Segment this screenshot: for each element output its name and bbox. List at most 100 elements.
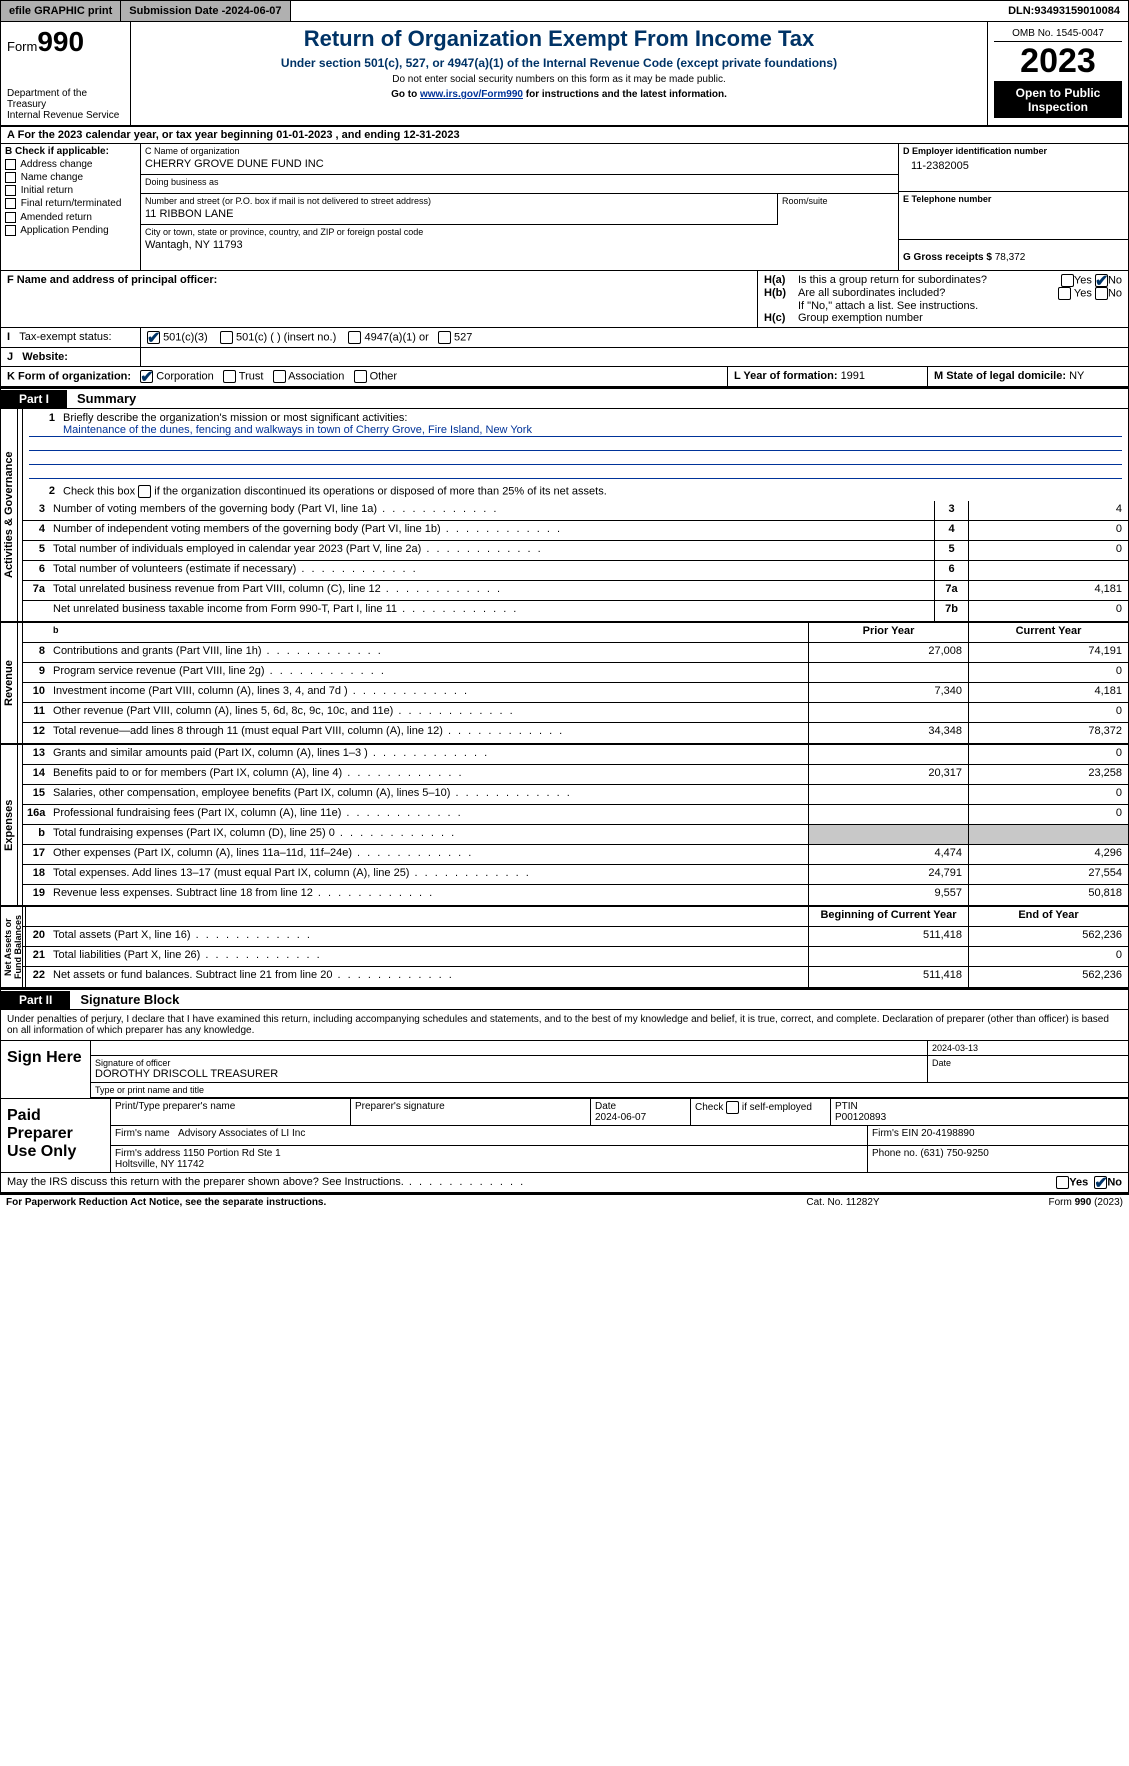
vlabel-gov: Activities & Governance xyxy=(1,409,18,621)
phone xyxy=(903,204,1124,208)
vlabel-rev: Revenue xyxy=(1,623,18,743)
form-title: Return of Organization Exempt From Incom… xyxy=(137,26,981,52)
city-label: City or town, state or province, country… xyxy=(145,227,894,237)
row-I: I Tax-exempt status: 501(c)(3) 501(c) ( … xyxy=(0,328,1129,348)
mission-label: Briefly describe the organization's miss… xyxy=(55,412,1122,424)
room-label: Room/suite xyxy=(782,196,894,206)
line2: Check this box if the organization disco… xyxy=(55,485,1122,498)
net-header: Beginning of Current Year End of Year xyxy=(23,907,1128,927)
col-B: B Check if applicable: Address change Na… xyxy=(1,144,141,270)
omb-number: OMB No. 1545-0047 xyxy=(994,26,1122,42)
goto-link: Go to www.irs.gov/Form990 for instructio… xyxy=(137,89,981,100)
Ha-yes[interactable] xyxy=(1061,274,1074,287)
line-A: A For the 2023 calendar year, or tax yea… xyxy=(0,127,1129,144)
form-header: Form990 Department of the Treasury Inter… xyxy=(0,22,1129,127)
L-year: L Year of formation: 1991 xyxy=(728,367,928,386)
Hb-note: If "No," attach a list. See instructions… xyxy=(764,300,1122,312)
checkbox[interactable] xyxy=(5,212,16,223)
footer-right: Form 990 (2023) xyxy=(943,1197,1123,1208)
checkbox[interactable] xyxy=(5,172,16,183)
summary-row: 16aProfessional fundraising fees (Part I… xyxy=(23,805,1128,825)
I-527[interactable] xyxy=(438,331,451,344)
summary-row: 18Total expenses. Add lines 13–17 (must … xyxy=(23,865,1128,885)
form-number: Form990 xyxy=(7,26,124,58)
K-other[interactable] xyxy=(354,370,367,383)
Ha-no[interactable] xyxy=(1095,274,1108,287)
Hc-text: Group exemption number xyxy=(798,312,923,324)
ein-label: D Employer identification number xyxy=(903,146,1124,156)
vlabel-net: Net Assets or Fund Balances xyxy=(1,907,26,987)
Ha-text: Is this a group return for subordinates? xyxy=(798,274,1061,287)
K-corp[interactable] xyxy=(140,370,153,383)
prep-name-label: Print/Type preparer's name xyxy=(115,1101,346,1112)
ssn-warning: Do not enter social security numbers on … xyxy=(137,74,981,85)
self-emp-checkbox[interactable] xyxy=(726,1101,739,1114)
summary-row: 11Other revenue (Part VIII, column (A), … xyxy=(23,703,1128,723)
row-FH: F Name and address of principal officer:… xyxy=(0,271,1129,328)
I-501c[interactable] xyxy=(220,331,233,344)
part2-label: Part II xyxy=(1,991,70,1009)
Hb-no[interactable] xyxy=(1095,287,1108,300)
summary-rev: Revenue b Prior Year Current Year 8Contr… xyxy=(0,623,1129,745)
discuss-row: May the IRS discuss this return with the… xyxy=(0,1173,1129,1194)
footer-left: For Paperwork Reduction Act Notice, see … xyxy=(6,1197,743,1208)
summary-row: 8Contributions and grants (Part VIII, li… xyxy=(23,643,1128,663)
summary-row: 17Other expenses (Part IX, column (A), l… xyxy=(23,845,1128,865)
discuss-yes[interactable] xyxy=(1056,1176,1069,1189)
summary-row: 15Salaries, other compensation, employee… xyxy=(23,785,1128,805)
summary-row: 12Total revenue—add lines 8 through 11 (… xyxy=(23,723,1128,743)
checkbox[interactable] xyxy=(5,198,16,209)
I-501c3[interactable] xyxy=(147,331,160,344)
org-name-label: C Name of organization xyxy=(145,146,894,156)
summary-row: 6Total number of volunteers (estimate if… xyxy=(23,561,1128,581)
street: 11 RIBBON LANE xyxy=(145,206,773,222)
K-trust[interactable] xyxy=(223,370,236,383)
K-assoc[interactable] xyxy=(273,370,286,383)
line2-checkbox[interactable] xyxy=(138,485,151,498)
topbar: efile GRAPHIC print Submission Date - 20… xyxy=(0,0,1129,22)
summary-row: 22Net assets or fund balances. Subtract … xyxy=(23,967,1128,987)
checkbox[interactable] xyxy=(5,225,16,236)
part1-header: Part I Summary xyxy=(0,388,1129,409)
summary-exp: Expenses 13Grants and similar amounts pa… xyxy=(0,745,1129,907)
sign-here: Sign Here xyxy=(1,1041,91,1098)
checkbox[interactable] xyxy=(5,185,16,196)
sig-officer: DOROTHY DRISCOLL TREASURER xyxy=(95,1068,923,1080)
sig-date-label: Date xyxy=(928,1056,1128,1082)
paid-preparer: Paid Preparer Use Only Print/Type prepar… xyxy=(0,1099,1129,1173)
B-item: Application Pending xyxy=(5,225,136,236)
tax-year: 2023 xyxy=(994,42,1122,82)
self-employed: Check if self-employed xyxy=(691,1099,831,1125)
col-DEG: D Employer identification number 11-2382… xyxy=(898,144,1128,270)
summary-row: bTotal fundraising expenses (Part IX, co… xyxy=(23,825,1128,845)
form-subtitle: Under section 501(c), 527, or 4947(a)(1)… xyxy=(137,56,981,70)
room xyxy=(782,206,894,210)
row-J: J Website: xyxy=(0,348,1129,367)
firm-ein: 20-4198890 xyxy=(921,1128,974,1139)
footer: For Paperwork Reduction Act Notice, see … xyxy=(0,1194,1129,1210)
ein: 11-2382005 xyxy=(903,156,1124,176)
discuss-no[interactable] xyxy=(1094,1176,1107,1189)
vlabel-exp: Expenses xyxy=(1,745,18,905)
M-state: M State of legal domicile: NY xyxy=(928,367,1128,386)
summary-row: 14Benefits paid to or for members (Part … xyxy=(23,765,1128,785)
prep-sig-label: Preparer's signature xyxy=(351,1099,591,1125)
B-item: Address change xyxy=(5,159,136,170)
K-form-org: K Form of organization: Corporation Trus… xyxy=(1,367,728,386)
part2-header: Part II Signature Block xyxy=(0,989,1129,1010)
col-H: H(a)Is this a group return for subordina… xyxy=(758,271,1128,327)
B-item: Initial return xyxy=(5,185,136,196)
Hb-yes[interactable] xyxy=(1058,287,1071,300)
phone-label: E Telephone number xyxy=(903,194,1124,204)
irs-link[interactable]: www.irs.gov/Form990 xyxy=(420,89,523,100)
checkbox[interactable] xyxy=(5,159,16,170)
city: Wantagh, NY 11793 xyxy=(145,237,894,253)
submission: Submission Date - 2024-06-07 xyxy=(121,1,290,21)
street-label: Number and street (or P.O. box if mail i… xyxy=(145,196,773,206)
I-4947[interactable] xyxy=(348,331,361,344)
row-KLM: K Form of organization: Corporation Trus… xyxy=(0,367,1129,388)
prep-date: 2024-06-07 xyxy=(595,1112,646,1123)
B-item: Final return/terminated xyxy=(5,198,136,209)
footer-mid: Cat. No. 11282Y xyxy=(743,1197,943,1208)
sig-officer-label: Signature of officer xyxy=(95,1058,923,1068)
